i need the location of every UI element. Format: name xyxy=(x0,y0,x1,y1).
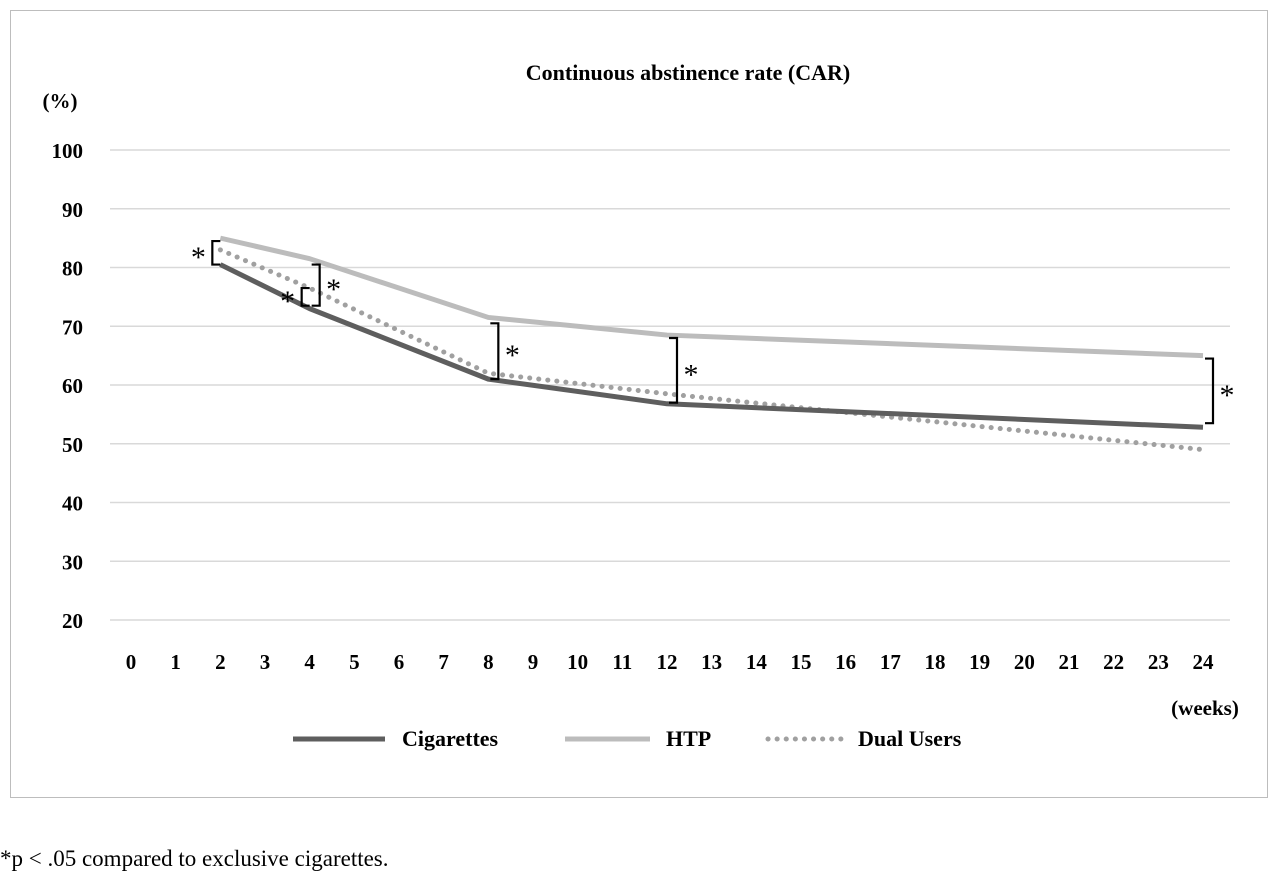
y-tick-label: 60 xyxy=(62,374,83,398)
y-tick-label: 90 xyxy=(62,198,83,222)
significance-bracket xyxy=(300,286,310,307)
series-line-cigarettes xyxy=(219,262,1204,430)
x-axis-ticks: 0 1 2 3 4 5 6 7 8 9 10 11 12 13 14 15 16 17 18 19 20 21 22 23 24 xyxy=(126,650,1214,674)
x-tick-label: 19 xyxy=(969,650,990,674)
y-tick-label: 40 xyxy=(62,492,83,516)
x-tick-label: 17 xyxy=(880,650,901,674)
x-tick-label: 18 xyxy=(925,650,946,674)
y-tick-label: 70 xyxy=(62,315,83,339)
x-tick-label: 4 xyxy=(304,650,315,674)
chart-frame xyxy=(10,10,1268,798)
x-axis-label: (weeks) xyxy=(1171,696,1239,720)
legend-label: HTP xyxy=(666,726,711,751)
y-tick-label: 80 xyxy=(62,257,83,281)
significance-asterisk: * xyxy=(280,285,295,318)
series-lines xyxy=(217,235,1206,453)
significance-bracket xyxy=(211,239,221,266)
x-tick-label: 3 xyxy=(260,650,271,674)
x-tick-label: 6 xyxy=(394,650,405,674)
y-axis-ticks: 100 90 80 70 60 50 40 30 20 xyxy=(52,139,84,633)
x-tick-label: 12 xyxy=(657,650,678,674)
gridlines xyxy=(110,149,1230,621)
x-tick-label: 16 xyxy=(835,650,856,674)
x-tick-label: 22 xyxy=(1103,650,1124,674)
legend-label: Cigarettes xyxy=(402,726,499,751)
x-tick-label: 1 xyxy=(170,650,181,674)
footnote: *p < .05 compared to exclusive cigarette… xyxy=(0,846,389,871)
x-tick-label: 15 xyxy=(791,650,812,674)
significance-bracket xyxy=(490,322,500,381)
x-tick-label: 13 xyxy=(701,650,722,674)
x-tick-label: 9 xyxy=(528,650,539,674)
y-tick-label: 50 xyxy=(62,433,83,457)
significance-asterisk: * xyxy=(505,339,520,372)
x-tick-label: 21 xyxy=(1059,650,1080,674)
significance-asterisk: * xyxy=(684,358,699,391)
chart-title: Continuous abstinence rate (CAR) xyxy=(526,60,851,85)
x-tick-label: 7 xyxy=(438,650,449,674)
x-tick-label: 20 xyxy=(1014,650,1035,674)
significance-bracket xyxy=(669,336,679,404)
significance-bracket xyxy=(311,263,321,307)
x-tick-label: 24 xyxy=(1193,650,1215,674)
x-tick-label: 5 xyxy=(349,650,360,674)
series-line-htp xyxy=(219,235,1204,359)
x-tick-label: 10 xyxy=(567,650,588,674)
x-tick-label: 0 xyxy=(126,650,137,674)
legend: Cigarettes HTP Dual Users xyxy=(293,726,962,751)
significance-asterisk: * xyxy=(191,241,206,274)
y-tick-label: 30 xyxy=(62,550,83,574)
line-chart: Continuous abstinence rate (CAR) (%) (we… xyxy=(43,60,1239,751)
x-tick-label: 14 xyxy=(746,650,768,674)
x-tick-label: 23 xyxy=(1148,650,1169,674)
significance-asterisk: * xyxy=(1220,379,1235,412)
y-tick-label: 20 xyxy=(62,609,83,633)
x-tick-label: 8 xyxy=(483,650,494,674)
y-axis-label: (%) xyxy=(43,89,78,113)
x-tick-label: 11 xyxy=(612,650,632,674)
significance-bracket xyxy=(1205,357,1215,425)
x-tick-label: 2 xyxy=(215,650,226,674)
significance-asterisk: * xyxy=(326,273,341,306)
y-tick-label: 100 xyxy=(52,139,84,163)
legend-label: Dual Users xyxy=(858,726,962,751)
significance-brackets: * * * * * * xyxy=(191,239,1235,425)
